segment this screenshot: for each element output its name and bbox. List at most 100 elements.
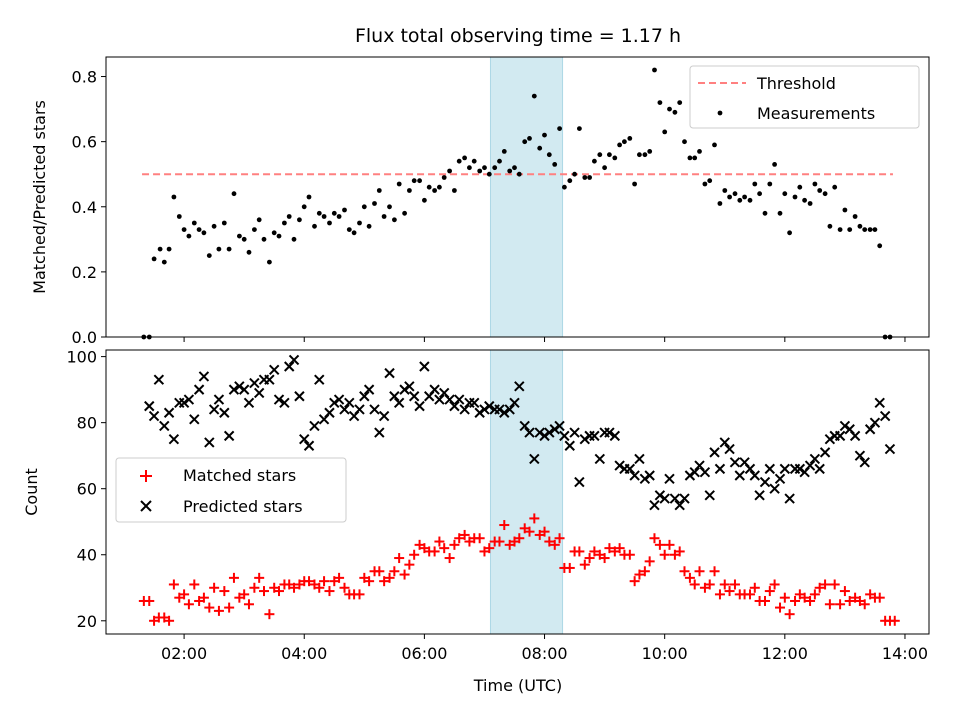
matched-star-point: [790, 595, 801, 606]
matched-star-point: [749, 582, 760, 593]
predicted-star-point: [238, 384, 250, 395]
predicted-star-point: [529, 453, 540, 465]
x-tick-label: 12:00: [762, 644, 808, 663]
matched-star-point: [264, 609, 275, 620]
matched-star-point: [364, 576, 375, 587]
predicted-star-point: [709, 447, 720, 458]
x-tick-label: 06:00: [401, 644, 447, 663]
predicted-star-point: [554, 420, 565, 432]
matched-star-point: [228, 572, 239, 583]
predicted-star-point: [614, 460, 625, 471]
predicted-star-point: [454, 394, 465, 405]
matched-star-point: [494, 536, 505, 547]
legend-top-frame: [689, 65, 920, 129]
predicted-star-point: [499, 407, 510, 418]
matched-star-point: [654, 539, 665, 550]
matched-star-point: [874, 592, 885, 603]
matched-star-point: [629, 576, 640, 587]
predicted-star-point: [704, 490, 715, 501]
measurement-point: [256, 217, 262, 223]
matched-star-point: [213, 605, 224, 616]
predicted-star-point: [864, 424, 876, 435]
predicted-star-point: [534, 427, 545, 438]
matched-star-point: [189, 579, 200, 590]
matched-star-point: [409, 549, 420, 560]
measurement-point: [747, 197, 753, 203]
measurement-point: [682, 139, 687, 145]
measurement-point: [186, 233, 192, 239]
predicted-star-point: [809, 453, 821, 465]
measurement-point: [617, 142, 622, 148]
matched-star-point: [204, 602, 215, 613]
matched-star-point: [694, 566, 705, 577]
predicted-star-point: [884, 443, 896, 455]
measurement-point: [191, 220, 197, 226]
matched-star-point: [799, 592, 810, 603]
legend-threshold-label: Threshold: [756, 74, 836, 93]
predicted-star-point: [549, 424, 560, 435]
measurement-point: [507, 168, 513, 174]
predicted-star-point: [629, 470, 640, 481]
predicted-star-point: [559, 430, 570, 442]
y-tick-label-bottom: 20: [77, 612, 97, 631]
predicted-star-point: [354, 404, 365, 415]
predicted-star-point: [163, 407, 175, 418]
measurement-point: [432, 188, 437, 193]
y-tick-label-bottom: 40: [77, 546, 97, 565]
measurement-point: [497, 158, 502, 164]
predicted-star-point: [494, 404, 505, 415]
measurement-point: [327, 220, 332, 226]
legend-bottom: Matched stars Predicted stars: [115, 457, 347, 523]
matched-star-point: [384, 572, 395, 583]
predicted-star-point: [399, 384, 410, 395]
matched-star-point: [289, 582, 300, 593]
predicted-star-point: [719, 437, 730, 448]
predicted-star-point: [408, 391, 420, 402]
matched-star-point: [549, 539, 560, 550]
measurement-point: [627, 136, 633, 141]
matched-star-point: [814, 582, 825, 593]
measurement-point: [181, 227, 187, 233]
observing-window-top: [489, 56, 564, 338]
legend-matched-label: Matched stars: [183, 466, 296, 485]
predicted-star-point: [404, 381, 415, 392]
matched-star-point: [499, 520, 510, 531]
predicted-star-point: [514, 381, 525, 392]
matched-star-point: [439, 543, 450, 554]
predicted-star-point: [324, 407, 335, 418]
measurement-point: [471, 158, 477, 164]
measurement-point: [422, 197, 427, 203]
predicted-star-point: [504, 404, 515, 415]
measurement-point: [171, 194, 177, 200]
predicted-star-point: [434, 394, 445, 405]
predicted-star-point: [393, 397, 405, 409]
matched-star-point: [224, 602, 235, 613]
matched-star-point: [474, 533, 485, 544]
measurement-point: [527, 136, 532, 141]
measurements-panel: 0.00.20.40.60.8 Matched/Predicted stars …: [30, 56, 930, 347]
matched-star-point: [579, 559, 590, 570]
x-axis-label: Time (UTC): [473, 676, 562, 695]
predicted-star-point: [664, 473, 675, 484]
predicted-star-point: [333, 394, 345, 405]
matched-star-point: [484, 543, 495, 554]
measurement-point: [832, 184, 838, 190]
predicted-star-point: [544, 427, 555, 438]
x-tick-label: 02:00: [161, 644, 207, 663]
predicted-star-point: [644, 470, 655, 481]
measurement-point: [372, 201, 377, 206]
measurement-point: [552, 162, 558, 167]
matched-star-point: [824, 599, 835, 610]
predicted-star-point: [729, 457, 741, 468]
measurement-point: [482, 165, 487, 171]
predicted-star-point: [378, 410, 390, 422]
predicted-star-point: [634, 453, 645, 465]
predicted-star-point: [639, 473, 651, 484]
legend-measurements-label: Measurements: [757, 104, 875, 123]
predicted-star-point: [183, 394, 195, 405]
legend-predicted-label: Predicted stars: [183, 497, 303, 516]
predicted-star-point: [363, 384, 375, 395]
y-tick-label-bottom: 100: [66, 348, 97, 367]
measurement-point: [787, 230, 792, 236]
predicted-star-point: [223, 430, 235, 442]
